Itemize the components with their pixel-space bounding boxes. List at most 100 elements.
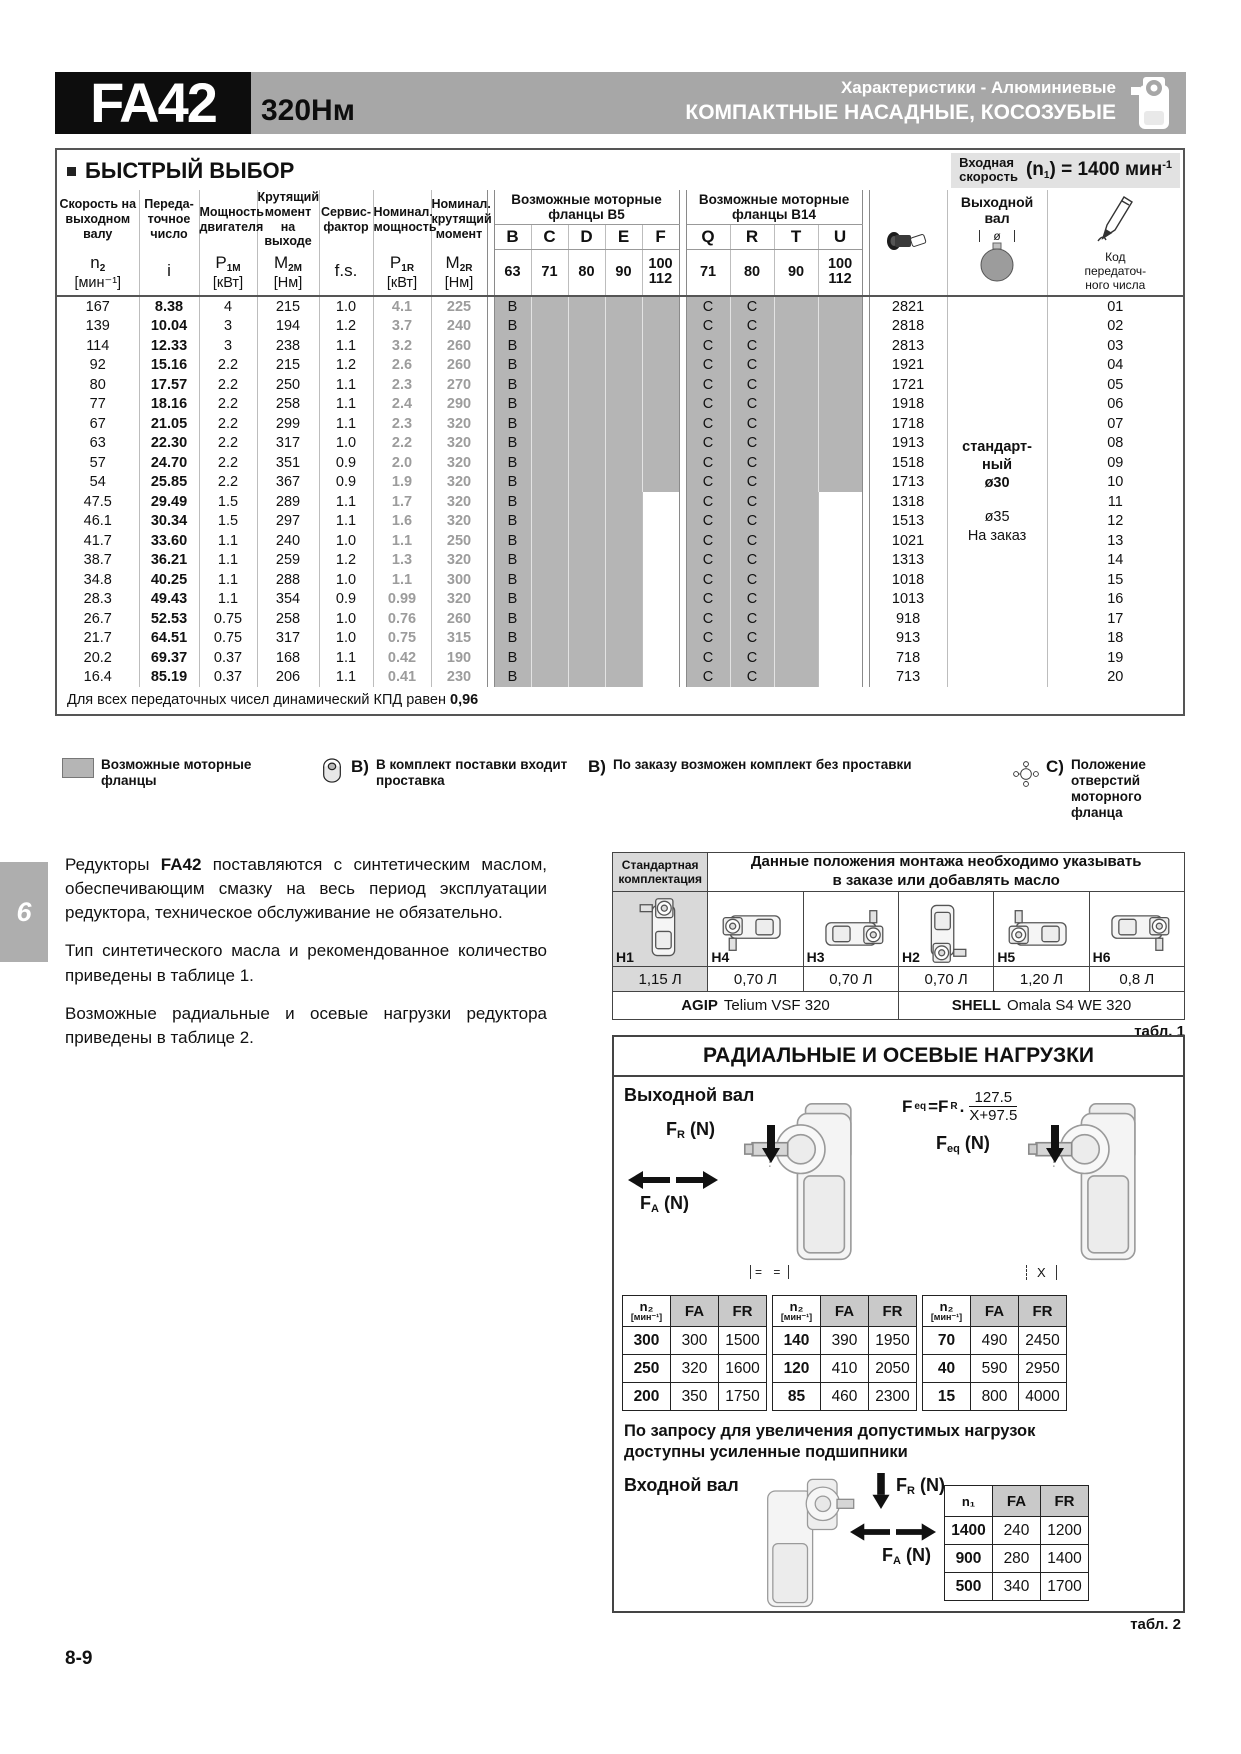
col-symbol-fs: f.s. <box>318 249 373 296</box>
b14-letter: Q <box>686 224 731 250</box>
b14-letter: U <box>817 224 863 250</box>
ratio-code-cell: 08 <box>1046 433 1184 453</box>
b14-flange-cell <box>773 394 819 414</box>
output-torque-cell: 259 <box>256 550 319 570</box>
b5-flange-cell: B <box>494 550 531 570</box>
shaft-variant-cell: 1918 <box>891 396 925 412</box>
column-divider <box>678 609 687 629</box>
model-name: FA42 <box>90 71 218 134</box>
b14-flange-cell: C <box>686 511 731 531</box>
col-label-output-speed: Скорость на выходном валу <box>59 197 137 241</box>
service-factor-cell: 1.0 <box>318 531 373 551</box>
column-divider <box>861 453 870 473</box>
axial-load-cell: 460 <box>820 1382 869 1411</box>
load-table-row: 40 590 2950 <box>922 1354 1067 1383</box>
service-factor-cell: 1.0 <box>318 433 373 453</box>
b5-flange-cell <box>530 433 568 453</box>
radial-load-cell: 1950 <box>868 1326 917 1355</box>
motor-power-cell: 1.1 <box>198 531 257 551</box>
quick-select-body: 167 8.38 4 215 1.0 4.1 225 B C C 2821 стандарт-ный ø… <box>57 296 1184 687</box>
b5-flange-cell <box>567 375 605 395</box>
load-table-row: 250 320 1600 <box>622 1354 767 1383</box>
b14-flange-cell <box>817 316 863 336</box>
b5-flange-cell <box>567 648 605 668</box>
b14-flange-cell: C <box>686 492 731 512</box>
nominal-torque-cell: 260 <box>430 355 487 375</box>
shaft-variant-cell: 918 <box>895 610 921 627</box>
b14-flange-cell <box>817 550 863 570</box>
ratio-cell: 8.38 <box>138 296 199 317</box>
b5-flange-cell <box>604 414 642 434</box>
output-speed-cell: 20.2 <box>83 649 112 666</box>
speed-cell: 120 <box>772 1354 821 1383</box>
column-divider <box>678 628 687 648</box>
b5-flanges-group-header: Возможные моторные фланцы B5 <box>493 190 680 225</box>
quick-select-row: 77 18.16 2.2 258 1.1 2.4 290 B C C 1918 06 <box>57 394 1184 414</box>
b5-size: 80 <box>567 249 605 296</box>
input-load-table: n₁ FA FR 1400 240 1200 900 280 1400 500 340 1700 <box>944 1485 1089 1601</box>
output-speed-cell: 38.7 <box>83 552 112 568</box>
motor-power-cell: 2.2 <box>198 472 257 492</box>
b5-size: 63 <box>504 263 521 280</box>
mounting-position-icon <box>817 904 884 958</box>
ratio-code-cell: 20 <box>1046 667 1184 687</box>
b14-flange-cell <box>773 667 819 687</box>
quick-select-title: БЫСТРЫЙ ВЫБОР <box>67 158 294 184</box>
ratio-cell: 33.60 <box>138 531 199 551</box>
column-divider <box>678 531 687 551</box>
b14-flange-cell <box>773 511 819 531</box>
axial-load-cell: 240 <box>992 1516 1041 1545</box>
column-divider <box>486 414 495 434</box>
speed-cell: 300 <box>622 1326 671 1355</box>
b5-flange-cell <box>567 628 605 648</box>
b14-flange-cell <box>817 667 863 687</box>
b14-flange-cell <box>817 394 863 414</box>
b5-flange-cell: B <box>494 336 531 356</box>
quick-select-row: 20.2 69.37 0.37 168 1.1 0.42 190 B C C 718 19 <box>57 648 1184 668</box>
ratio-cell: 40.25 <box>138 570 199 590</box>
b5-flange-cell <box>530 296 568 317</box>
quick-select-head: Скорость на выходном валу Переда- точное… <box>57 190 1184 296</box>
ratio-cell: 69.37 <box>138 648 199 668</box>
shaft-variant-cell: 2818 <box>891 318 925 334</box>
nominal-torque-cell: 320 <box>430 511 487 531</box>
b5-flange-cell <box>641 589 680 609</box>
axial-load-cell: 590 <box>970 1354 1019 1383</box>
b5-flange-cell: B <box>494 433 531 453</box>
b14-flange-cell: C <box>686 550 731 570</box>
load-table-2: n₂ [мин⁻¹] FA FR 140 390 1950 120 410 2050 85 460 2… <box>772 1295 917 1411</box>
speed-cell: 70 <box>922 1326 971 1355</box>
output-speed-cell: 80 <box>89 376 106 393</box>
output-speed-cell: 41.7 <box>83 532 112 549</box>
b5-flange-cell <box>641 394 680 414</box>
b5-flange-cell <box>604 570 642 590</box>
motor-power-cell: 1.1 <box>198 589 257 609</box>
output-torque-cell: 215 <box>256 355 319 375</box>
output-speed-cell: 21.7 <box>83 630 112 646</box>
nominal-torque-cell: 320 <box>430 414 487 434</box>
column-divider <box>678 433 687 453</box>
b5-flange-cell <box>604 589 642 609</box>
b5-flange-cell: B <box>494 316 531 336</box>
flange-holes-icon <box>1013 761 1039 787</box>
shaft-variant-cell: 718 <box>895 649 921 666</box>
b14-flange-cell <box>817 648 863 668</box>
b5-flange-cell: B <box>494 453 531 473</box>
nominal-power-cell: 1.1 <box>372 531 431 551</box>
b5-flange-cell <box>604 628 642 648</box>
column-divider <box>678 492 687 512</box>
column-divider <box>678 394 687 414</box>
ratio-cell: 18.16 <box>138 394 199 414</box>
mounting-position-icon <box>1103 904 1170 958</box>
ratio-cell: 30.34 <box>138 511 199 531</box>
output-torque-cell: 194 <box>256 316 319 336</box>
axial-load-cell: 320 <box>670 1354 719 1383</box>
n2-header: n₂ [мин⁻¹] <box>622 1295 671 1327</box>
column-divider <box>861 296 870 317</box>
legend-flange-holes: C) Положение отверстий моторного фланца <box>1013 757 1184 821</box>
x-dimension: X <box>1026 1265 1057 1280</box>
oil-quantity: 0,70 Л <box>897 966 995 992</box>
column-divider <box>861 550 870 570</box>
column-divider <box>861 648 870 668</box>
output-speed-cell: 139 <box>85 318 110 334</box>
